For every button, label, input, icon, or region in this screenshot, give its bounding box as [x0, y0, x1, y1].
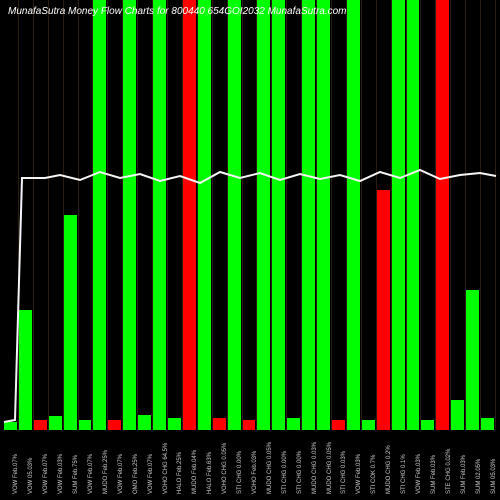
bar: [4, 422, 17, 430]
x-axis-label: VOHO Feb.03%: [252, 451, 258, 494]
chart-title: MunafaSutra Money Flow Charts for 800440…: [8, 6, 347, 17]
grid-line: [242, 0, 243, 430]
bar: [421, 420, 434, 430]
x-axis-label: VOHO CHG 64.5%: [163, 443, 169, 494]
bar: [451, 400, 464, 430]
x-axis-label: HALO Feb.25%: [177, 452, 183, 494]
bar: [79, 420, 92, 430]
grid-line: [33, 0, 34, 430]
x-axis-label: MUDO CHG 0.03%: [312, 442, 318, 494]
bar: [108, 420, 121, 430]
grid-line: [167, 0, 168, 430]
x-axis-label: STE CHG 0.02%: [446, 449, 452, 494]
grid-line: [361, 0, 362, 430]
bar: [407, 0, 420, 430]
bar: [347, 0, 360, 430]
grid-line: [331, 0, 332, 430]
x-axis-label: SUM Feb.03%: [461, 455, 467, 494]
x-axis-label: MUDO CHG 0.05%: [267, 442, 273, 494]
bar: [64, 215, 77, 430]
bar: [34, 420, 47, 430]
x-axis-label: VOW Feb.07%: [13, 454, 19, 494]
bar: [287, 418, 300, 430]
x-axis-label: MUDO CHG 0.05%: [327, 442, 333, 494]
x-axis-label: STI CHG 0.03%: [341, 451, 347, 494]
bar: [228, 0, 241, 430]
x-axis-label: VOW Feb.07%: [118, 454, 124, 494]
bar: [257, 0, 270, 430]
bar: [123, 0, 136, 430]
bar: [302, 0, 315, 430]
x-axis-label: SUM 05.03%: [491, 459, 497, 494]
bar: [392, 0, 405, 430]
x-axis-label: OMO Feb.25%: [133, 454, 139, 494]
bar: [153, 0, 166, 430]
x-axis-label: STI CHG 0.1%: [401, 454, 407, 494]
bar: [93, 0, 106, 430]
grid-line: [286, 0, 287, 430]
bar: [138, 415, 151, 430]
bar: [49, 416, 62, 430]
x-axis-labels: VOW Feb.07% VOW 05.03% VOW Feb.07% VOW Feb.…: [0, 432, 500, 500]
bar: [19, 310, 32, 430]
grid-line: [495, 0, 496, 430]
bar: [243, 420, 256, 430]
x-axis-label: MUDO CHG 0.2%: [386, 445, 392, 494]
x-axis-label: VOW Feb.07%: [148, 454, 154, 494]
x-axis-label: VOW Feb.03%: [356, 454, 362, 494]
bar: [362, 420, 375, 430]
x-axis-label: STI CHG 0.00%: [297, 451, 303, 494]
grid-line: [107, 0, 108, 430]
x-axis-label: VOW Feb.03%: [58, 454, 64, 494]
bar: [332, 420, 345, 430]
grid-line: [48, 0, 49, 430]
grid-line: [78, 0, 79, 430]
x-axis-label: VOW Feb.07%: [43, 454, 49, 494]
x-axis-label: SUM Feb.75%: [73, 455, 79, 494]
bar: [377, 190, 390, 430]
x-axis-label: SUM Feb.03%: [431, 455, 437, 494]
grid-line: [450, 0, 451, 430]
x-axis-label: VOW Feb.07%: [88, 454, 94, 494]
x-axis-label: STI CHG 0.00%: [237, 451, 243, 494]
bar: [481, 418, 494, 430]
bar: [466, 290, 479, 430]
x-axis-label: MUDO Feb.04%: [192, 450, 198, 494]
bar: [436, 0, 449, 430]
grid-line: [212, 0, 213, 430]
bar: [272, 0, 285, 430]
chart-area: [0, 0, 500, 430]
bar: [317, 0, 330, 430]
bar: [213, 418, 226, 430]
x-axis-label: MUDO Feb.25%: [103, 450, 109, 494]
x-axis-label: VOHO CHG 0.05%: [222, 443, 228, 494]
x-axis-label: STI CHG 0.00%: [282, 451, 288, 494]
bar: [198, 0, 211, 430]
grid-line: [420, 0, 421, 430]
grid-line: [480, 0, 481, 430]
x-axis-label: VOW 05.03%: [28, 458, 34, 494]
x-axis-label: HALO Feb.63%: [207, 452, 213, 494]
bar: [168, 418, 181, 430]
x-axis-label: STI COK 0.7%: [371, 455, 377, 494]
x-axis-label: SUM 02.05%: [476, 459, 482, 494]
bar: [183, 0, 196, 430]
grid-line: [137, 0, 138, 430]
x-axis-label: VOW Feb.03%: [416, 454, 422, 494]
